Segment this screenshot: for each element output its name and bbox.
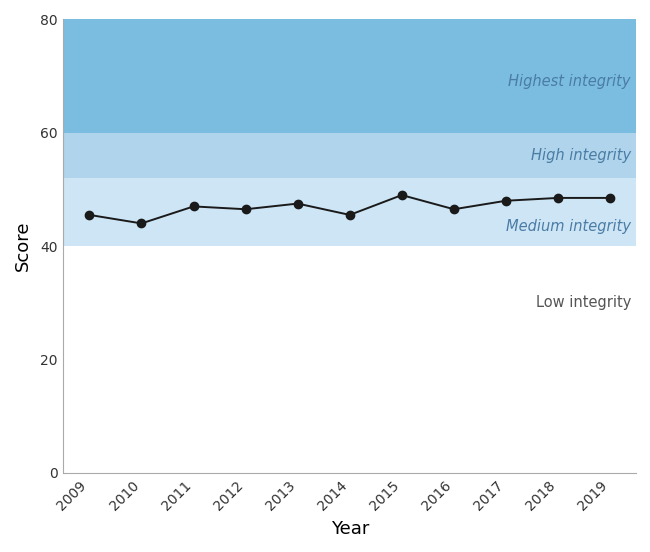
Text: High integrity: High integrity — [531, 148, 631, 163]
Bar — [64, 178, 636, 246]
Bar — [64, 132, 636, 178]
X-axis label: Year: Year — [331, 520, 369, 538]
Bar — [64, 19, 636, 132]
Text: Medium integrity: Medium integrity — [506, 219, 631, 233]
Y-axis label: Score: Score — [14, 221, 32, 272]
Text: Low integrity: Low integrity — [536, 295, 631, 310]
Text: Highest integrity: Highest integrity — [508, 74, 631, 89]
